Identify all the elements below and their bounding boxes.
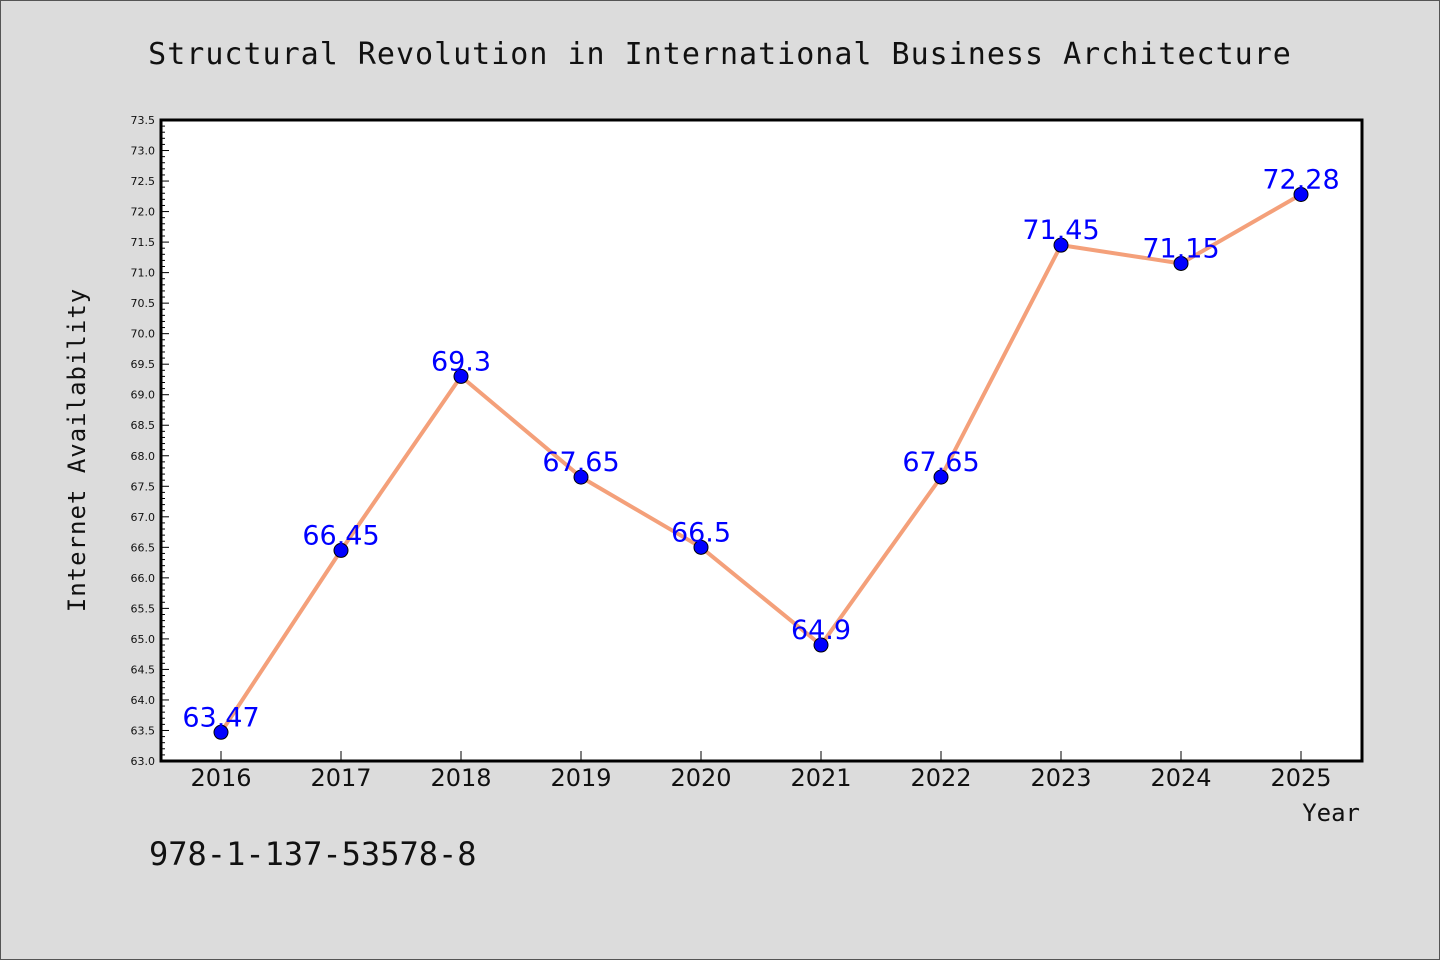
data-point (1173, 255, 1189, 271)
data-label: 71.15 (1142, 233, 1219, 264)
x-axis-label: Year (1302, 799, 1360, 827)
data-point (1053, 237, 1069, 253)
y-axis-label: Internet Availability (63, 288, 91, 612)
y-tick-label: 70.0 (131, 328, 156, 341)
x-tick-label: 2019 (550, 764, 611, 792)
y-tick-label: 65.0 (131, 633, 156, 646)
y-axis: 63.0 63.5 64.0 64.5 65.0 65.5 66.0 66.5 67.0 67.5… (131, 114, 169, 768)
data-point (933, 469, 949, 485)
data-label: 64.9 (791, 615, 851, 646)
x-axis: 2016 2017 2018 2019 2020 2021 2022 2023 2024 2025 (190, 751, 1332, 792)
data-label: 69.3 (431, 346, 491, 377)
y-tick-label: 68.0 (131, 450, 156, 463)
x-tick-label: 2017 (310, 764, 371, 792)
data-point (453, 368, 469, 384)
data-label: 66.5 (671, 517, 731, 548)
y-tick-label: 67.0 (131, 511, 156, 524)
data-label: 66.45 (302, 520, 379, 551)
x-tick-label: 2016 (190, 764, 251, 792)
x-tick-label: 2021 (790, 764, 851, 792)
x-tick-label: 2023 (1030, 764, 1091, 792)
markers-group (213, 186, 1309, 740)
y-tick-label: 63.0 (131, 755, 156, 768)
data-label: 67.65 (902, 447, 979, 478)
y-tick-label: 72.0 (131, 206, 156, 219)
data-point (213, 724, 229, 740)
data-point (693, 539, 709, 555)
x-tick-label: 2025 (1270, 764, 1331, 792)
y-tick-label: 68.5 (131, 419, 156, 432)
y-tick-label: 64.0 (131, 694, 156, 707)
isbn-text: 978-1-137-53578-8 (149, 835, 477, 873)
data-label: 67.65 (542, 447, 619, 478)
y-tick-label: 71.0 (131, 267, 156, 280)
y-tick-label: 70.5 (131, 297, 156, 310)
y-tick-label: 72.5 (131, 175, 156, 188)
x-tick-label: 2020 (670, 764, 731, 792)
data-label: 63.47 (182, 702, 259, 733)
x-tick-label: 2018 (430, 764, 491, 792)
y-tick-label: 69.5 (131, 358, 156, 371)
data-point (333, 542, 349, 558)
y-tick-label: 73.0 (131, 145, 156, 158)
data-point (813, 637, 829, 653)
series-line (219, 192, 1302, 734)
y-tick-label: 63.5 (131, 724, 156, 737)
y-tick-label: 66.5 (131, 541, 156, 554)
series-line-group (219, 192, 1302, 734)
x-tick-label: 2022 (910, 764, 971, 792)
data-point (573, 469, 589, 485)
data-label: 71.45 (1022, 215, 1099, 246)
y-tick-label: 65.5 (131, 602, 156, 615)
data-point (1293, 186, 1309, 202)
y-tick-label: 73.5 (131, 114, 156, 127)
y-tick-label: 71.5 (131, 236, 156, 249)
y-tick-label: 66.0 (131, 572, 156, 585)
y-tick-label: 67.5 (131, 480, 156, 493)
y-tick-label: 69.0 (131, 389, 156, 402)
x-tick-label: 2024 (1150, 764, 1211, 792)
chart-title: Structural Revolution in International B… (148, 37, 1292, 72)
y-tick-label: 64.5 (131, 663, 156, 676)
data-labels-group: 63.47 66.45 69.3 67.65 66.5 64.9 67.65 71.45 71.… (182, 164, 1339, 733)
plot-area (159, 118, 1364, 763)
data-label: 72.28 (1262, 164, 1339, 195)
